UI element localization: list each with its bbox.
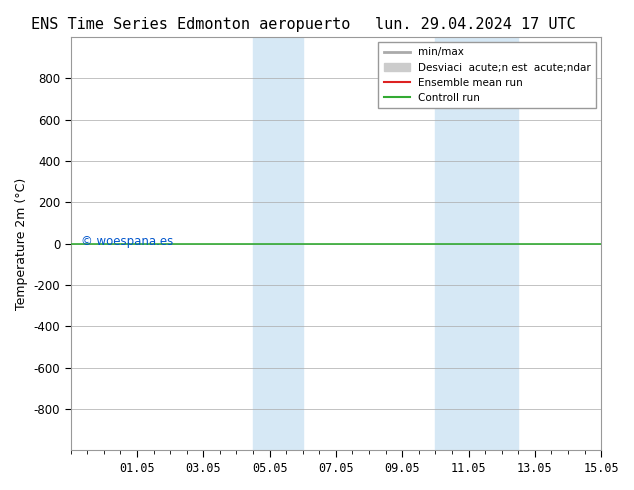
Text: lun. 29.04.2024 17 UTC: lun. 29.04.2024 17 UTC (375, 17, 576, 32)
Y-axis label: Temperature 2m (°C): Temperature 2m (°C) (15, 177, 28, 310)
Text: ENS Time Series Edmonton aeropuerto: ENS Time Series Edmonton aeropuerto (30, 17, 350, 32)
Legend: min/max, Desviaci  acute;n est  acute;ndar, Ensemble mean run, Controll run: min/max, Desviaci acute;n est acute;ndar… (378, 42, 596, 108)
Text: © woespana.es: © woespana.es (81, 235, 174, 248)
Bar (253, 37, 302, 450)
Bar (436, 37, 518, 450)
